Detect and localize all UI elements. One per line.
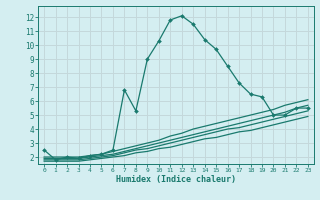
X-axis label: Humidex (Indice chaleur): Humidex (Indice chaleur) bbox=[116, 175, 236, 184]
